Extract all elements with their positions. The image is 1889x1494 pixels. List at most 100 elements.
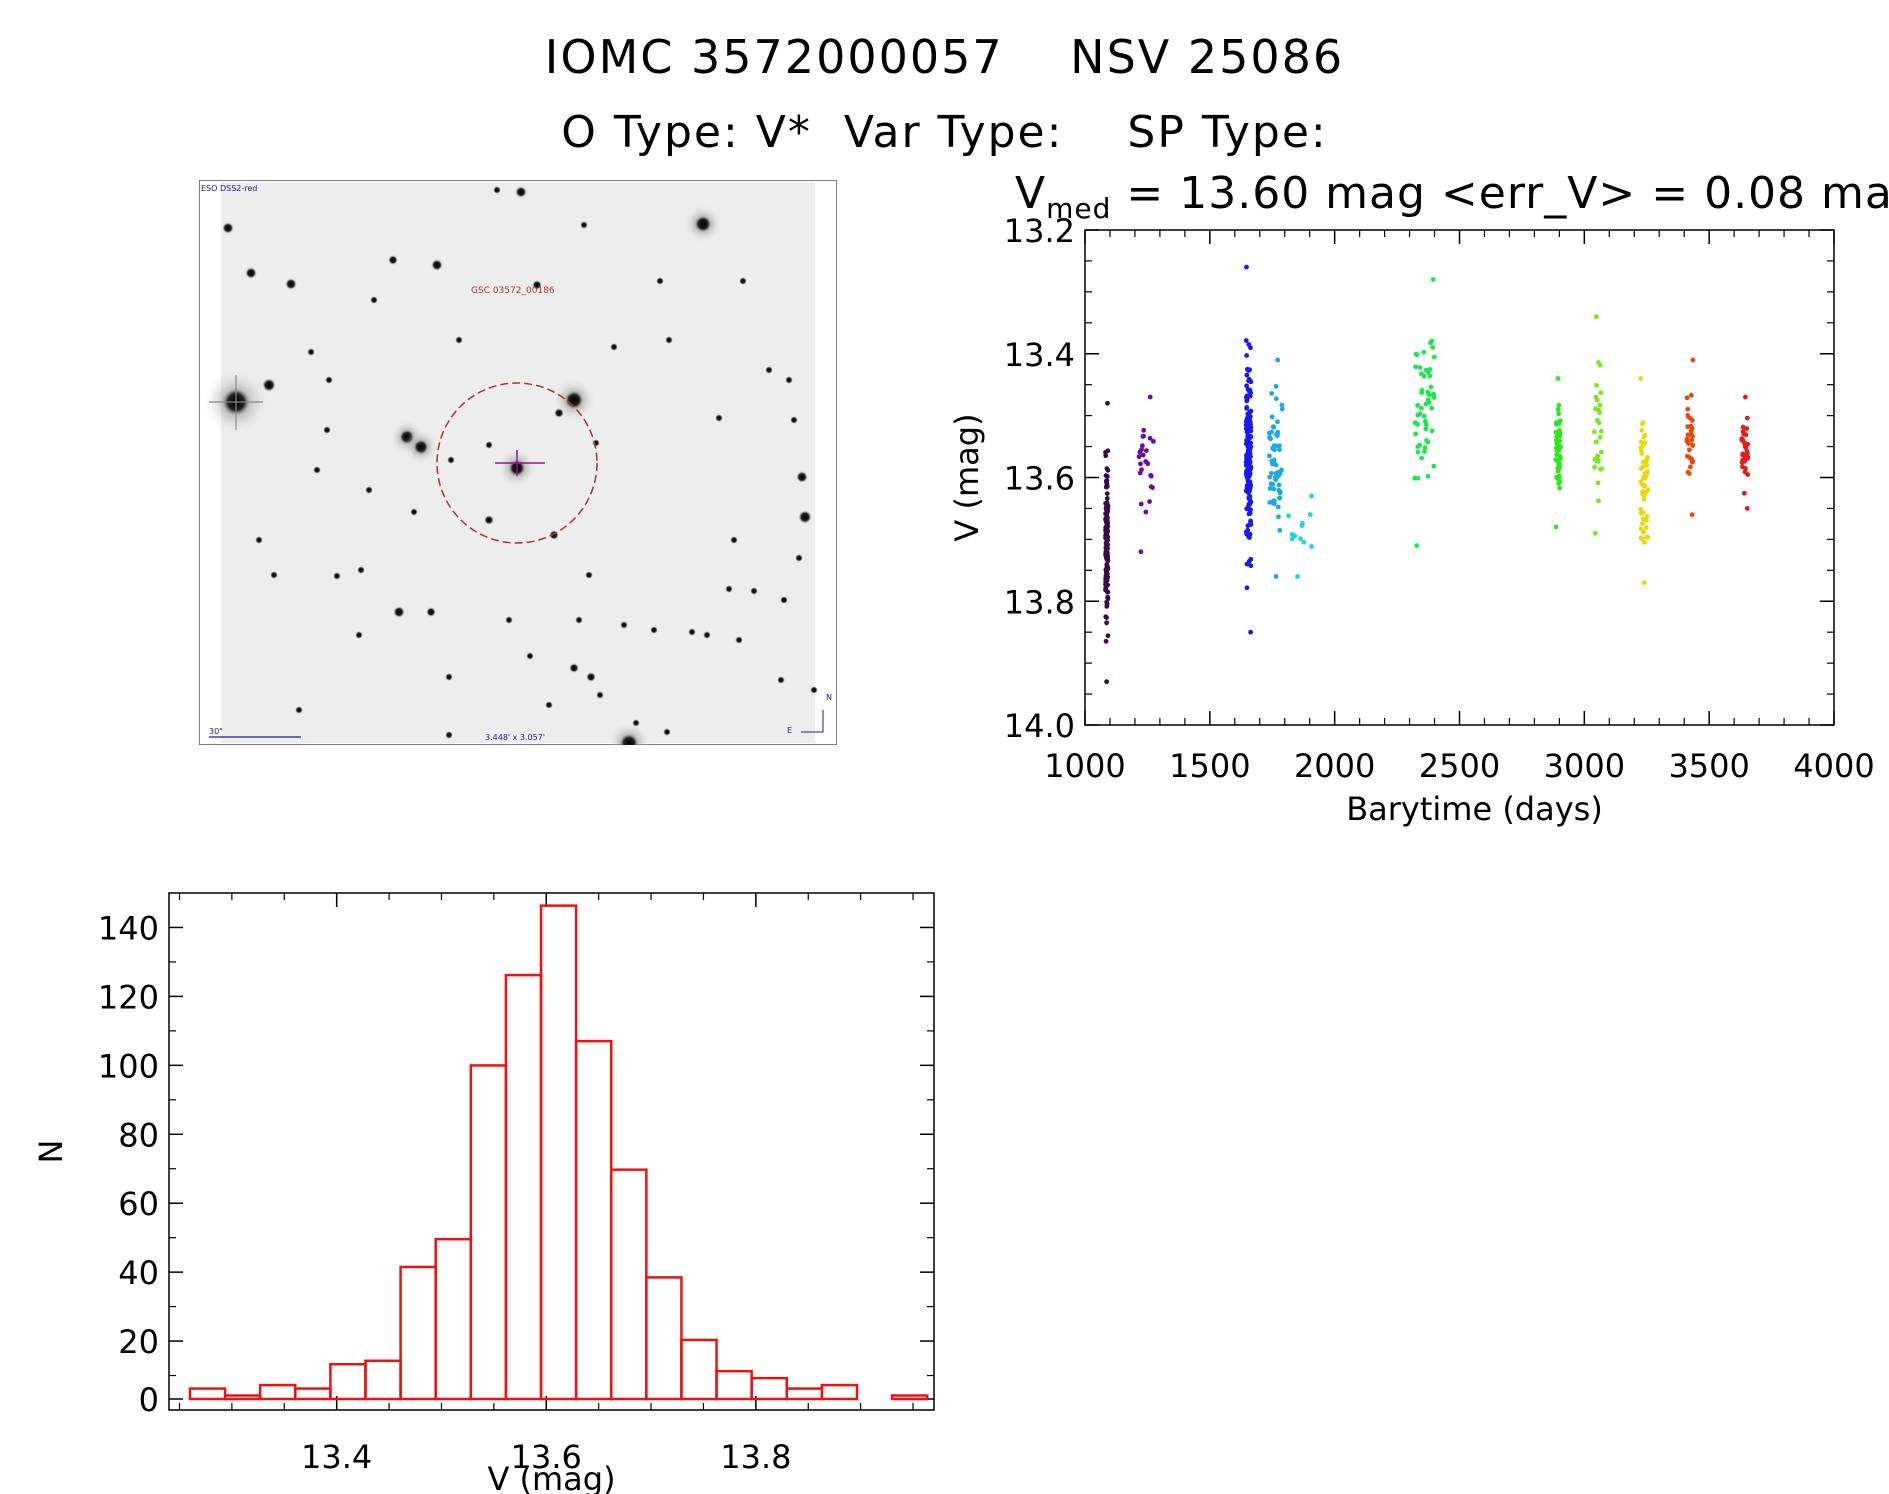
lc-point [1277,527,1283,533]
stats-prefix: V [1015,168,1047,219]
hist-bar [504,973,543,1401]
hist-xlabel: V (mag) [487,1460,615,1494]
star [810,686,818,694]
hist-bar [329,1363,367,1401]
lc-point [1689,426,1695,431]
lc-xtick-label: 4000 [1793,747,1874,785]
lc-point [1150,438,1156,444]
star [765,366,773,374]
star [650,626,658,634]
histogram-chart: 0 20 40 60 80 100 120 140 13.4 13.6 13.8 V (mag) N [32,892,935,1494]
lc-point [1245,459,1251,465]
hist-bar [715,1369,753,1401]
hist-ytick-label: 120 [98,978,159,1016]
lc-point [1103,478,1109,484]
star [295,706,303,714]
lc-point [1147,499,1152,504]
lc-point [1248,379,1254,385]
lc-plot-frame [1084,229,1835,726]
lc-point [1267,434,1272,440]
lc-point [1430,344,1436,350]
lc-point [1104,679,1110,685]
star [735,636,743,644]
lc-point [1244,405,1250,410]
hist-plot-frame [168,892,935,1411]
star [569,663,579,673]
stats-rest: = 13.60 mag <err_V> = 0.08 mag [1111,168,1889,219]
lc-point [1689,437,1695,443]
light-curve-chart: 1000 1500 2000 2500 3000 3500 4000 13.2 13.4 13.6… [948,212,1875,828]
finder-chart-image: ESO DSS2-red GSC 03572_00186 30" 3.448' … [199,180,837,745]
lc-point [1642,471,1648,477]
lc-point [1643,525,1649,530]
lc-point [1685,432,1691,438]
lc-xtick-label: 2000 [1294,747,1375,785]
lc-point [1553,429,1559,435]
lc-point [1248,629,1254,635]
lc-xtick-label: 3000 [1544,747,1625,785]
lc-point [1744,426,1750,431]
lc-point [1247,387,1253,393]
lc-point [1689,432,1695,438]
lc-point [1276,473,1281,479]
lc-point [1684,395,1690,401]
lc-point [1639,427,1645,433]
lc-point [1741,431,1747,437]
lc-point [1270,481,1276,487]
star [777,676,785,684]
lc-point [1638,439,1644,445]
lc-point [1642,539,1647,545]
lc-point [1276,482,1282,488]
lc-point [1413,431,1419,437]
star [715,414,723,422]
lc-point [1421,349,1427,355]
lc-xlabel: Barytime (days) [1346,790,1603,828]
lc-point [1289,536,1295,542]
lc-xtick-label: 3500 [1668,747,1749,785]
lc-point [1414,543,1420,548]
lc-point [1640,510,1646,516]
star [515,186,527,198]
lc-point [1417,365,1423,370]
lc-point [1244,353,1250,358]
star [585,571,593,579]
lc-point [1644,513,1650,519]
lc-point [1739,437,1745,443]
lc-point [1422,445,1428,451]
lc-point [1143,459,1149,464]
hist-xtick-label: 13.6 [511,1438,582,1476]
lc-point [1104,550,1110,556]
lc-point [1557,453,1563,459]
star [554,408,564,418]
hist-bar [680,1338,718,1401]
hist-bar [294,1387,332,1401]
lc-point [1686,441,1691,446]
star [798,510,812,524]
lc-point [1594,314,1599,320]
lc-point [1243,419,1249,425]
lc-point [1598,390,1604,395]
lc-xtick-label: 1000 [1044,747,1125,785]
star [592,439,600,447]
lc-point [1277,495,1283,501]
lc-point [1688,392,1694,398]
lc-point [1740,457,1746,463]
lc-point [1642,440,1648,446]
lc-point [1425,397,1431,403]
lc-point [1417,442,1423,448]
lc-point [1275,357,1281,363]
lc-point [1136,454,1142,460]
star [725,585,733,593]
lc-point [1103,614,1109,620]
star [222,222,234,234]
star [586,672,596,682]
star [485,441,493,449]
lc-point [1641,483,1647,489]
lc-point [1690,357,1696,363]
lc-point [1247,367,1253,373]
target-circle [436,382,598,544]
lc-point [1279,402,1285,408]
star [665,336,673,344]
lc-point [1744,450,1750,456]
lc-point [1594,382,1599,388]
